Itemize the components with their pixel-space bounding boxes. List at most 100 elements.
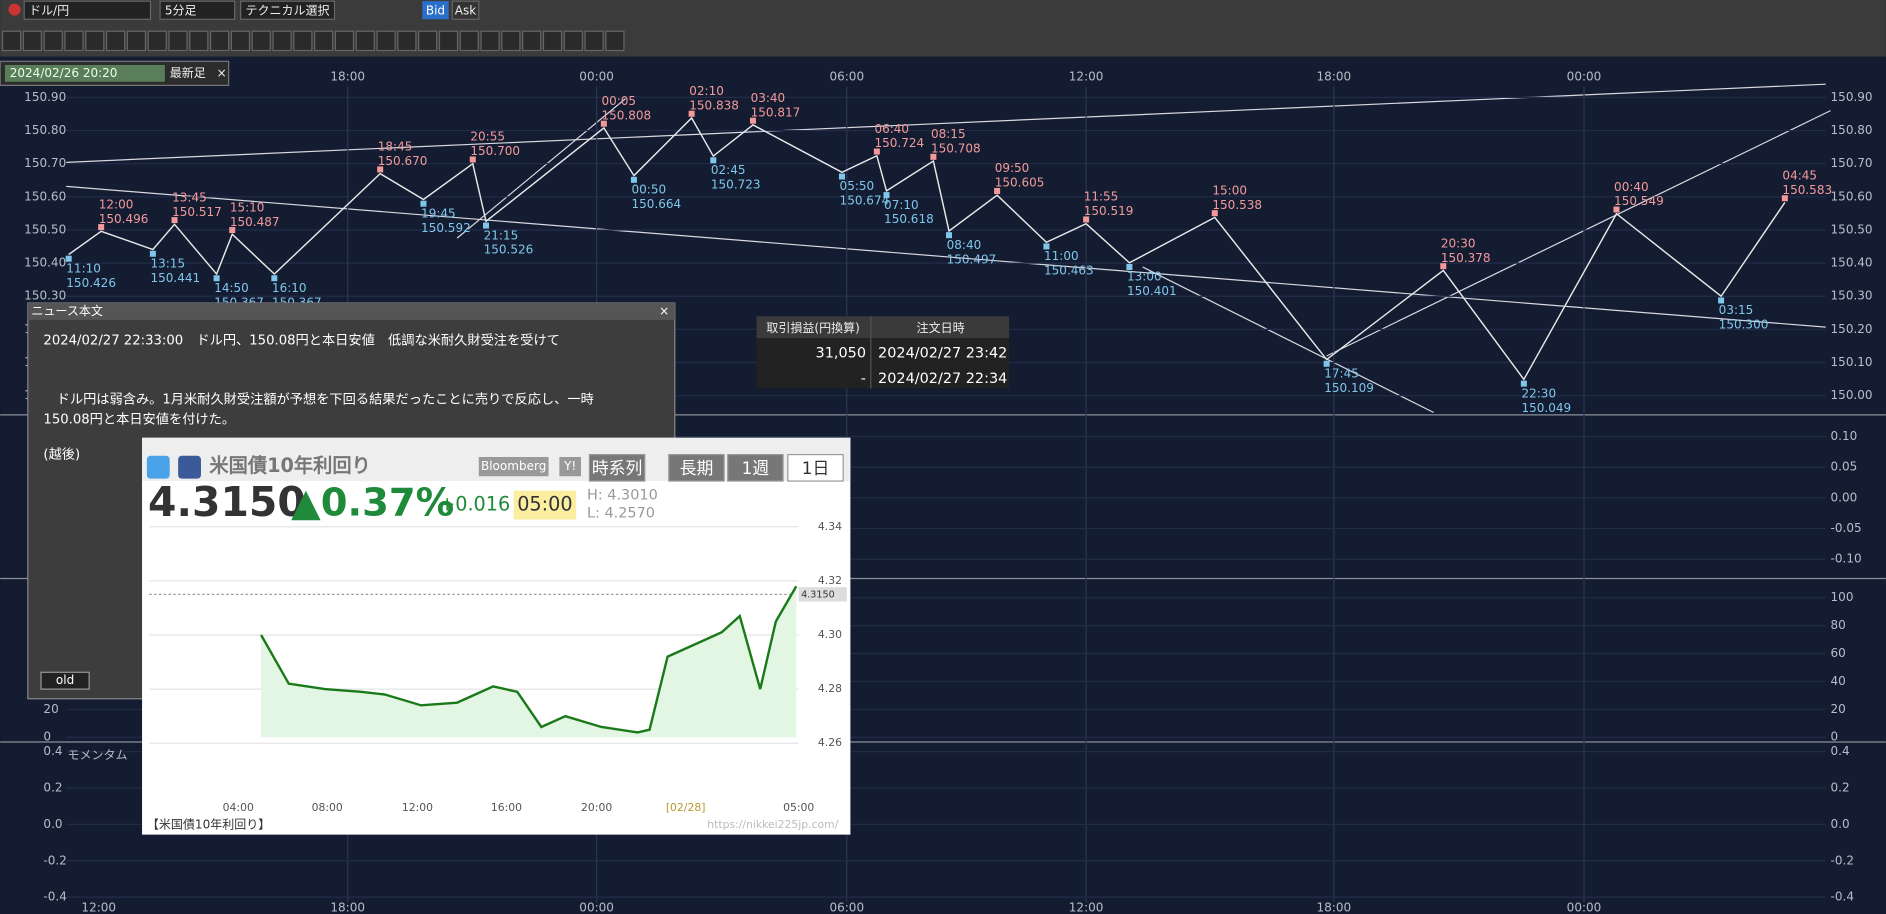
bond-change: +0.016 (439, 493, 510, 516)
x-tick-label: 18:00 (1317, 69, 1352, 83)
tool-button[interactable] (294, 31, 312, 50)
tool-button[interactable] (252, 31, 270, 50)
tool-button[interactable] (107, 31, 125, 50)
tool-button[interactable] (211, 31, 229, 50)
tool-button[interactable] (398, 31, 416, 50)
annotation-price: 150.664 (632, 197, 682, 211)
tool-button[interactable] (502, 31, 520, 50)
tab-label: 1日 (802, 458, 830, 478)
annotation-time: 17:45 (1324, 366, 1359, 380)
tool-button[interactable] (481, 31, 499, 50)
tool-button[interactable] (419, 31, 437, 50)
tool-button[interactable] (65, 31, 83, 50)
tab-label: 時系列 (592, 458, 642, 478)
annotation-price: 150.549 (1614, 194, 1664, 208)
x-tick-label: 16:00 (491, 801, 522, 814)
y-tick-label: -0.10 (1831, 552, 1862, 566)
x-tick-label: 20:00 (581, 801, 612, 814)
tool-button[interactable] (460, 31, 478, 50)
tool-button[interactable] (3, 31, 21, 50)
annotation-time: 20:55 (470, 130, 505, 144)
news-author: (越後) (43, 447, 80, 463)
x-tick-label: 06:00 (829, 900, 864, 914)
y-tick-label: 150.50 (1831, 222, 1873, 236)
news-close[interactable]: × (659, 304, 669, 318)
y-tick-label: 150.60 (24, 189, 66, 203)
y-tick-label: 0.05 (1831, 460, 1858, 474)
tool-button[interactable] (190, 31, 208, 50)
annotation-price: 150.817 (751, 105, 801, 119)
y-tick-label: 150.80 (24, 123, 66, 137)
tool-button[interactable] (231, 31, 249, 50)
tool-button[interactable] (23, 31, 41, 50)
tool-button[interactable] (169, 31, 187, 50)
annotation-price: 150.618 (884, 212, 934, 226)
tool-button[interactable] (585, 31, 603, 50)
x-tick-label: 18:00 (330, 900, 365, 914)
datebox-close[interactable]: × (217, 66, 227, 80)
tool-button[interactable] (356, 31, 374, 50)
tool-button[interactable] (127, 31, 145, 50)
annotation-price: 150.605 (995, 176, 1045, 190)
technical: テクニカル選択 (245, 3, 329, 17)
tabs: 時系列長期1週1日 (589, 455, 843, 481)
latest-button[interactable]: 最新足 (170, 65, 206, 80)
tab-label: 長期 (680, 458, 714, 478)
annotation-price: 150.808 (601, 108, 651, 122)
y-tick-label: 0.2 (1831, 781, 1850, 795)
x-tick-label: 12:00 (81, 900, 116, 914)
last-label: 4.3150 (801, 589, 835, 600)
tool-button[interactable] (564, 31, 582, 50)
annotation-time: 11:10 (66, 261, 101, 275)
tool-button[interactable] (315, 31, 333, 50)
y-tick-label: 150.40 (24, 256, 66, 270)
tool-button[interactable] (44, 31, 62, 50)
tool-button[interactable] (273, 31, 291, 50)
annotation-price: 150.049 (1521, 401, 1571, 415)
table-cell: 2024/02/27 23:42 (878, 346, 1007, 362)
x-tick-label: 18:00 (330, 69, 365, 83)
tool-button[interactable] (606, 31, 624, 50)
tool-button[interactable] (148, 31, 166, 50)
facebook-icon[interactable] (178, 456, 201, 479)
annotation-price: 150.497 (947, 252, 997, 266)
annotation-time: 22:30 (1521, 386, 1556, 400)
timeframe: 5分足 (165, 3, 197, 17)
annotation-price: 150.724 (874, 136, 924, 150)
annotation-price: 150.300 (1719, 318, 1769, 332)
annotation-time: 06:40 (874, 122, 909, 136)
x-tick-label: 00:00 (579, 69, 614, 83)
annotation-time: 04:45 (1782, 169, 1817, 183)
twitter-icon[interactable] (147, 456, 170, 479)
annotation-time: 03:15 (1719, 303, 1754, 317)
annotation-price: 150.426 (66, 276, 116, 290)
tool-button[interactable] (543, 31, 561, 50)
tool-button[interactable] (86, 31, 104, 50)
y-tick-label: 150.30 (1831, 289, 1873, 303)
annotation-time: 08:40 (947, 238, 982, 252)
annotation-time: 07:10 (884, 198, 919, 212)
annotation-time: 02:10 (689, 84, 724, 98)
tool-button[interactable] (377, 31, 395, 50)
tool-button[interactable] (335, 31, 353, 50)
annotation-price: 150.592 (421, 221, 471, 235)
y-tick-label: 40 (1831, 674, 1846, 688)
annotation-time: 00:40 (1614, 180, 1649, 194)
annotation-time: 03:40 (751, 91, 786, 105)
annotation-time: 02:45 (711, 163, 746, 177)
y-tick-label: 150.90 (24, 90, 66, 104)
y-tick-label: 0.2 (43, 781, 62, 795)
bond-change-pct: ▲0.37% (291, 481, 454, 526)
annotation-time: 09:50 (995, 161, 1030, 175)
tool-button[interactable] (439, 31, 457, 50)
y-tick-label: 4.30 (818, 628, 842, 641)
annotation-price: 150.670 (378, 154, 428, 168)
indicator-title: モメンタム (67, 748, 127, 762)
annotation-price: 150.441 (150, 271, 200, 285)
table-header-cell: 注文日時 (917, 320, 965, 335)
annotation-price: 150.526 (484, 243, 534, 257)
annotation-time: 14:50 (214, 281, 249, 295)
tool-button[interactable] (523, 31, 541, 50)
y-tick-label: 0.0 (43, 817, 62, 831)
old-label: old (56, 673, 74, 687)
